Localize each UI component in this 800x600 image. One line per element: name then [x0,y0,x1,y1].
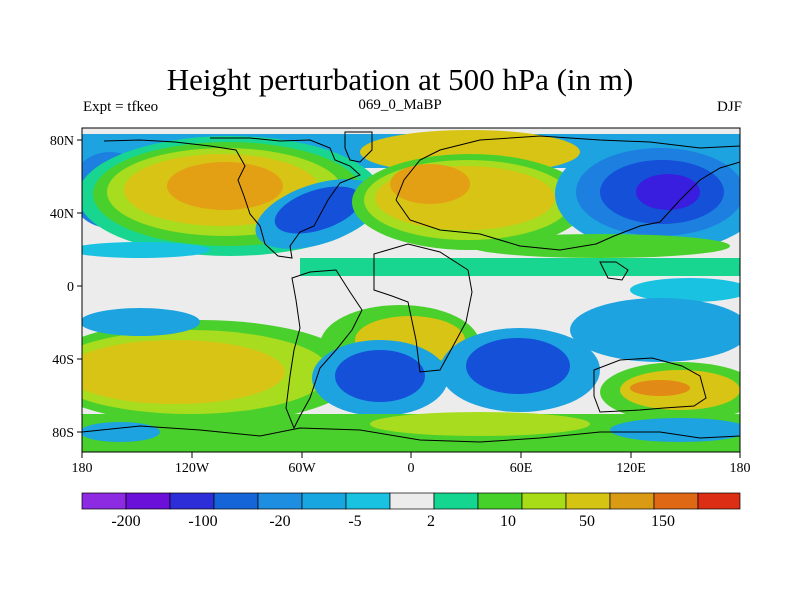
colorbar-swatch [213,492,259,510]
lat-tick-label: 0 [67,280,74,295]
lon-tick-label: 120W [175,461,210,476]
field-southern-band-high [370,412,590,436]
field-southern-band-east-neg [610,418,740,442]
field-tropical-band [300,258,740,276]
field-low-atlantic-core [274,186,362,234]
colorbar-swatch [697,492,741,510]
field-sh-indian-low-core [466,338,570,394]
coast-southeast-asia [599,261,629,281]
lat-axis: 80N 40N 0 40S 80S [50,134,82,441]
lon-tick-label: 0 [408,461,415,476]
field-sh-west-low [82,308,200,336]
colorbar-label: -200 [111,513,140,530]
coast-antarctica [82,425,740,443]
lat-tick-label: 80S [52,426,74,441]
coast-africa [373,243,473,373]
lon-tick-label: 180 [730,461,751,476]
field-sh-atlantic-low-core [335,350,425,402]
field-tropical-green [470,234,730,258]
colorbar: -200 -100 -20 -5 2 10 50 150 [81,492,741,530]
coast-north-america [103,137,361,259]
colorbar-label: 50 [579,513,595,530]
field-high-namerica-peak [167,162,283,210]
lon-tick-label: 120E [616,461,646,476]
lat-tick-label: 40S [52,353,74,368]
colorbar-swatch [653,492,699,510]
colorbar-swatch [433,492,479,510]
colorbar-label: 2 [427,513,435,530]
height-field [82,128,740,452]
colorbar-swatch [477,492,523,510]
colorbar-swatch [521,492,567,510]
coastlines [82,131,740,443]
coast-eurasia [395,135,740,251]
lon-axis: 180 120W 60W 0 60E 120E 180 [72,452,751,476]
lat-tick-label: 40N [50,207,74,222]
colorbar-label: -5 [348,513,361,530]
season-label: DJF [716,99,742,115]
colorbar-swatch [389,492,435,510]
field-sh-pacific-neg [570,298,740,362]
colorbar-swatch [609,492,655,510]
coast-greenland [344,131,373,163]
field-sh-west-high-core [82,340,285,404]
colorbar-swatch [125,492,171,510]
field-sh-east-high-peak [630,380,690,396]
colorbar-swatch [169,492,215,510]
case-label: 069_0_MaBP [358,97,442,113]
colorbar-label: 150 [651,513,675,530]
colorbar-swatch [81,492,127,510]
field-low-npacific-peak [636,174,700,210]
colorbar-label: -100 [188,513,217,530]
colorbar-swatch [257,492,303,510]
field-high-eurasia-peak [390,164,470,204]
coast-south-america [285,269,363,430]
colorbar-label: 10 [500,513,516,530]
colorbar-swatch [301,492,347,510]
lat-tick-label: 80N [50,134,74,149]
coast-australia [593,357,707,413]
colorbar-swatch [565,492,611,510]
lon-tick-label: 60W [288,461,316,476]
map-title: Height perturbation at 500 hPa (in m) [166,62,634,97]
field-tropical-west-neg [82,242,210,258]
lon-tick-label: 180 [72,461,93,476]
field-southern-band-west-neg [82,422,160,442]
experiment-label: Expt = tfkeo [83,99,159,115]
colorbar-label: -20 [269,513,290,530]
lon-tick-label: 60E [510,461,533,476]
colorbar-swatch [345,492,391,510]
field-equatorial-east-neg [630,278,740,302]
